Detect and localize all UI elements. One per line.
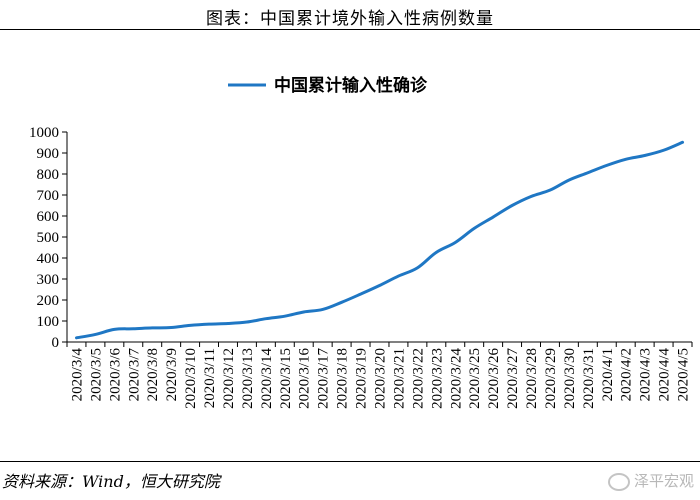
x-tick-label: 2020/3/30 xyxy=(562,348,578,409)
y-tick-label: 700 xyxy=(37,188,60,204)
x-tick-label: 2020/3/5 xyxy=(88,348,104,401)
y-tick-label: 800 xyxy=(37,167,60,183)
watermark: 泽平宏观 xyxy=(607,470,694,491)
y-tick-label: 300 xyxy=(37,272,60,288)
x-tick-label: 2020/3/21 xyxy=(391,348,407,409)
x-tick-label: 2020/3/27 xyxy=(505,348,521,409)
x-tick-label: 2020/3/12 xyxy=(221,348,237,409)
bottom-rule xyxy=(0,461,700,462)
watermark-text: 泽平宏观 xyxy=(633,472,694,490)
x-tick-label: 2020/3/15 xyxy=(278,348,294,409)
y-tick-label: 400 xyxy=(37,251,60,267)
x-tick-label: 2020/3/9 xyxy=(164,348,180,401)
x-tick-label: 2020/4/4 xyxy=(657,348,673,402)
y-tick-label: 100 xyxy=(37,314,60,330)
x-tick-label: 2020/3/29 xyxy=(543,348,559,409)
y-tick-label: 900 xyxy=(37,146,60,162)
x-tick-label: 2020/3/31 xyxy=(581,348,597,409)
y-axis: 0 100 200 300 400 500 600 700 800 900 1000 xyxy=(29,125,68,351)
y-tick-label: 500 xyxy=(37,230,60,246)
x-tick-label: 2020/4/3 xyxy=(638,348,654,401)
x-tick-label: 2020/3/22 xyxy=(410,348,426,409)
figure-title: 图表：中国累计境外输入性病例数量 xyxy=(206,9,494,29)
x-tick-label: 2020/3/16 xyxy=(297,348,313,409)
x-tick-label: 2020/4/5 xyxy=(676,348,692,401)
line-chart: 中国累计输入性确诊 0 100 200 300 400 500 600 700 800 900 10… xyxy=(29,75,693,409)
series-line xyxy=(74,140,685,340)
series-layer xyxy=(74,140,685,340)
x-tick-label: 2020/4/2 xyxy=(619,348,635,401)
legend-label: 中国累计输入性确诊 xyxy=(274,75,428,96)
x-tick-label: 2020/3/25 xyxy=(467,348,483,409)
y-tick-label: 1000 xyxy=(29,125,59,141)
x-tick-label: 2020/3/24 xyxy=(448,348,464,409)
x-tick-label: 2020/3/20 xyxy=(373,348,389,409)
x-tick-label: 2020/4/1 xyxy=(600,348,616,401)
x-tick-label: 2020/3/28 xyxy=(524,348,540,409)
x-tick-label: 2020/3/7 xyxy=(126,348,142,402)
x-tick-label: 2020/3/17 xyxy=(316,348,332,409)
x-axis: 2020/3/4 2020/3/5 2020/3/6 2020/3/7 2020/3/8… xyxy=(66,341,693,409)
x-tick-label: 2020/3/14 xyxy=(259,348,275,409)
top-rule xyxy=(0,29,700,30)
y-tick-label: 0 xyxy=(52,335,60,351)
y-tick-label: 600 xyxy=(37,209,60,225)
wechat-icon xyxy=(607,472,630,491)
y-tick-label: 200 xyxy=(37,293,60,309)
x-tick-label: 2020/3/8 xyxy=(145,348,161,401)
x-tick-label: 2020/3/13 xyxy=(240,348,256,409)
x-tick-label: 2020/3/19 xyxy=(354,348,370,409)
x-tick-label: 2020/3/6 xyxy=(107,348,123,402)
x-tick-label: 2020/3/26 xyxy=(486,348,502,409)
x-tick-label: 2020/3/11 xyxy=(202,348,218,408)
source-note: 资料来源：Wind，恒大研究院 xyxy=(2,472,220,491)
x-tick-label: 2020/3/18 xyxy=(335,348,351,409)
legend: 中国累计输入性确诊 xyxy=(228,75,428,96)
x-tick-label: 2020/3/23 xyxy=(429,348,445,409)
x-tick-label: 2020/3/10 xyxy=(183,348,199,409)
x-tick-label: 2020/3/4 xyxy=(69,348,85,402)
